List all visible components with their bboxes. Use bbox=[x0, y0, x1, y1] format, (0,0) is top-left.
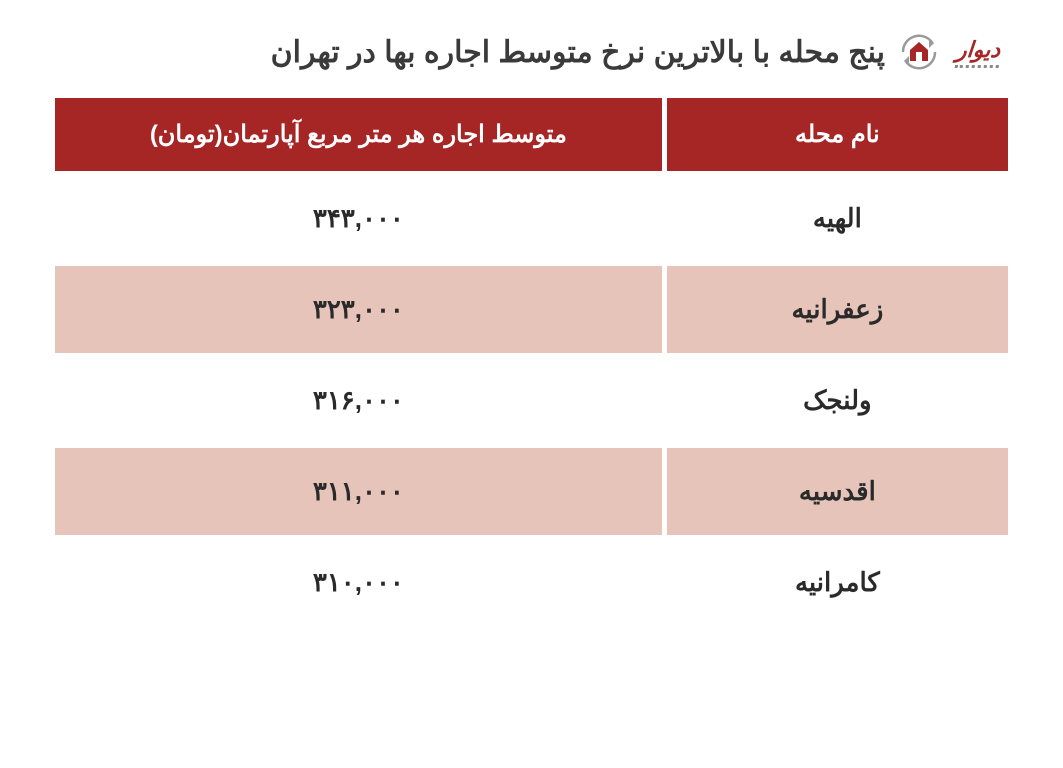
page-title: پنج محله با بالاترین نرخ متوسط اجاره بها… bbox=[60, 35, 885, 70]
divar-logo: دیوار bbox=[953, 32, 1003, 72]
cell-price: ۳۱۱,۰۰۰ bbox=[55, 448, 662, 535]
cell-name: اقدسیه bbox=[667, 448, 1008, 535]
cell-price: ۳۲۳,۰۰۰ bbox=[55, 266, 662, 353]
column-header-price: متوسط اجاره هر متر مربع آپارتمان(تومان) bbox=[55, 98, 662, 171]
cell-name: الهیه bbox=[667, 175, 1008, 262]
cell-name: کامرانیه bbox=[667, 539, 1008, 626]
cell-price: ۳۴۳,۰۰۰ bbox=[55, 175, 662, 262]
header: دیوار پنج محله با بالاترین نرخ متوسط اجا… bbox=[50, 30, 1013, 74]
table-header-row: نام محله متوسط اجاره هر متر مربع آپارتما… bbox=[55, 98, 1008, 171]
home-refresh-icon bbox=[897, 30, 941, 74]
cell-name: ولنجک bbox=[667, 357, 1008, 444]
table-row: زعفرانیه ۳۲۳,۰۰۰ bbox=[55, 266, 1008, 353]
rent-table: نام محله متوسط اجاره هر متر مربع آپارتما… bbox=[50, 94, 1013, 630]
cell-price: ۳۱۶,۰۰۰ bbox=[55, 357, 662, 444]
divar-logo-text: دیوار bbox=[955, 37, 1002, 68]
table-row: الهیه ۳۴۳,۰۰۰ bbox=[55, 175, 1008, 262]
table-row: کامرانیه ۳۱۰,۰۰۰ bbox=[55, 539, 1008, 626]
table-row: ولنجک ۳۱۶,۰۰۰ bbox=[55, 357, 1008, 444]
cell-name: زعفرانیه bbox=[667, 266, 1008, 353]
table-row: اقدسیه ۳۱۱,۰۰۰ bbox=[55, 448, 1008, 535]
cell-price: ۳۱۰,۰۰۰ bbox=[55, 539, 662, 626]
column-header-name: نام محله bbox=[667, 98, 1008, 171]
